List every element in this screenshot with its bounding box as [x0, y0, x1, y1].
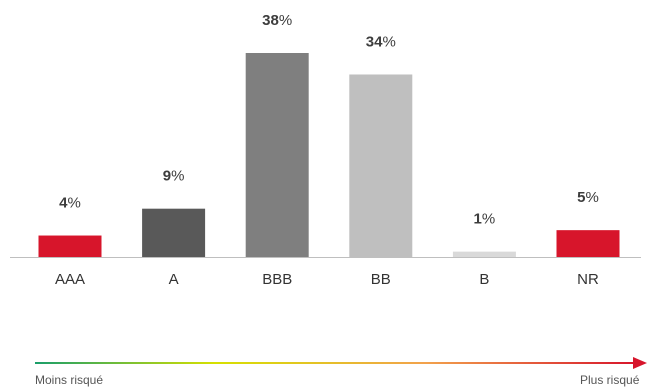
- risk-scale: Moins risqué Plus risqué: [35, 357, 647, 387]
- category-label-aaa: AAA: [55, 271, 85, 288]
- category-label-nr: NR: [577, 271, 599, 288]
- bar-b: [452, 251, 516, 257]
- risk-high-label: Plus risqué: [580, 373, 640, 387]
- bar-a: [142, 208, 206, 257]
- data-label-aaa: 4%: [59, 195, 81, 212]
- labels-layer: 4% AAA 9% A 38% BBB 34% BB 1% B 5% NR: [55, 12, 599, 288]
- category-label-a: A: [169, 271, 179, 288]
- data-label-nr: 5%: [577, 189, 599, 206]
- data-label-a: 9%: [163, 168, 185, 185]
- data-label-bbb: 38%: [262, 12, 292, 29]
- bars-layer: [38, 53, 620, 257]
- risk-low-label: Moins risqué: [35, 373, 103, 387]
- bar-nr: [556, 230, 620, 257]
- risk-gradient-line: [35, 362, 635, 364]
- category-label-b: B: [479, 271, 489, 288]
- bar-bbb: [245, 53, 309, 257]
- category-label-bb: BB: [371, 271, 391, 288]
- bar-bb: [349, 74, 413, 257]
- data-label-bb: 34%: [366, 33, 396, 50]
- data-label-b: 1%: [474, 211, 496, 228]
- bar-aaa: [38, 235, 102, 257]
- risk-arrow-head-icon: [633, 357, 647, 369]
- category-label-bbb: BBB: [262, 271, 292, 288]
